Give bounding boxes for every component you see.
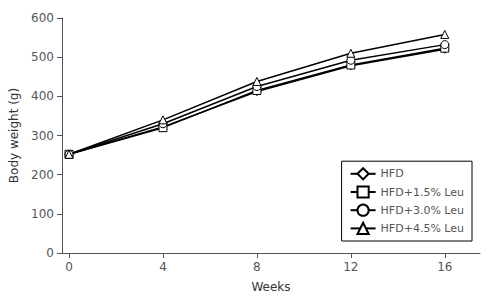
svg-text:100: 100	[31, 207, 54, 221]
svg-text:12: 12	[343, 260, 358, 274]
svg-text:Weeks: Weeks	[251, 280, 290, 294]
svg-text:200: 200	[31, 168, 54, 182]
svg-text:400: 400	[31, 89, 54, 103]
svg-text:500: 500	[31, 50, 54, 64]
svg-text:0: 0	[46, 246, 54, 260]
svg-text:HFD: HFD	[381, 167, 404, 180]
svg-text:600: 600	[31, 11, 54, 25]
svg-text:HFD+3.0% Leu: HFD+3.0% Leu	[381, 204, 464, 217]
svg-text:Body weight (g): Body weight (g)	[7, 88, 21, 183]
svg-text:4: 4	[159, 260, 167, 274]
svg-text:0: 0	[65, 260, 73, 274]
svg-text:16: 16	[437, 260, 452, 274]
svg-text:8: 8	[253, 260, 261, 274]
svg-text:300: 300	[31, 129, 54, 143]
svg-text:HFD+4.5% Leu: HFD+4.5% Leu	[381, 222, 464, 235]
svg-text:HFD+1.5% Leu: HFD+1.5% Leu	[381, 186, 464, 199]
